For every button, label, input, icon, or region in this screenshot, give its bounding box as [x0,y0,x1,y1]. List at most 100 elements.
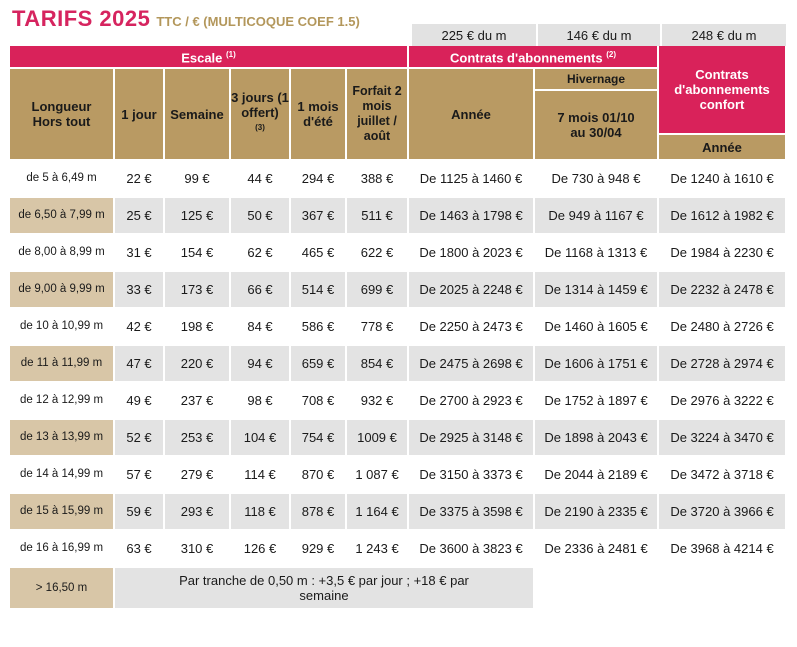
cell-length: de 10 à 10,99 m [10,308,115,346]
cell-three: 114 € [230,456,291,494]
cell-annee: De 3375 à 3598 € [408,493,535,531]
cell-forfait: 1 087 € [346,456,409,494]
cell-month: 659 € [290,345,347,383]
table-row: de 13 à 13,99 m 52 €253 €104 €754 €1009 €… [10,419,787,457]
title-sub: TTC / € (MULTICOQUE COEF 1.5) [156,14,360,29]
tarifs-table: Escale (1) Contrats d'abonnements (2) Co… [10,46,787,610]
cell-month: 754 € [290,419,347,457]
cell-three: 62 € [230,234,291,272]
cell-month: 708 € [290,382,347,420]
cell-forfait: 932 € [346,382,409,420]
cell-annee: De 2925 à 3148 € [408,419,535,457]
cell-week: 198 € [164,308,231,346]
cell-day: 33 € [114,271,165,309]
table-row: de 10 à 10,99 m 42 €198 €84 €586 €778 € De… [10,308,787,346]
cell-length: de 11 à 11,99 m [10,345,115,383]
cell-day: 25 € [114,197,165,235]
group-contrats-label: Contrats d'abonnements [449,50,603,66]
cell-hiver: De 1168 à 1313 € [534,234,659,272]
col-annee: Année [408,68,535,161]
cell-week: 99 € [164,160,231,198]
cell-length: > 16,50 m [10,567,115,610]
cell-forfait: 1 243 € [346,530,409,568]
group-escale-label: Escale [181,50,223,66]
cell-three: 50 € [230,197,291,235]
title-main: TARIFS 2025 [12,6,151,31]
table-row-over: > 16,50 m Par tranche de 0,50 m : +3,5 € … [10,567,787,610]
col-hivernage: Hivernage [534,68,659,91]
cell-annee: De 2475 à 2698 € [408,345,535,383]
col-length: Longueur Hors tout [10,68,115,161]
cell-annee: De 2700 à 2923 € [408,382,535,420]
col-three-days: 3 jours (1 offert) (3) [230,68,291,161]
contrats-note: (2) [606,50,616,60]
cell-week: 279 € [164,456,231,494]
table-row: de 6,50 à 7,99 m 25 €125 €50 €367 €511 € D… [10,197,787,235]
cell-length: de 15 à 15,99 m [10,493,115,531]
cell-three: 66 € [230,271,291,309]
cell-length: de 16 à 16,99 m [10,530,115,568]
cell-confort: De 1612 à 1982 € [658,197,787,235]
cell-hiver: De 1752 à 1897 € [534,382,659,420]
price-header-annee: 225 € du m [412,24,536,46]
cell-week: 293 € [164,493,231,531]
cell-three: 44 € [230,160,291,198]
cell-length: de 6,50 à 7,99 m [10,197,115,235]
cell-confort: De 3224 à 3470 € [658,419,787,457]
cell-length: de 8,00 à 8,99 m [10,234,115,272]
cell-length: de 9,00 à 9,99 m [10,271,115,309]
cell-week: 173 € [164,271,231,309]
cell-three: 98 € [230,382,291,420]
cell-hiver: De 1606 à 1751 € [534,345,659,383]
cell-confort: De 2232 à 2478 € [658,271,787,309]
cell-hiver: De 1314 à 1459 € [534,271,659,309]
cell-confort: De 3968 à 4214 € [658,530,787,568]
table-row: de 9,00 à 9,99 m 33 €173 €66 €514 €699 € D… [10,271,787,309]
col-hivernage-period: 7 mois 01/10 au 30/04 [534,90,659,161]
cell-day: 49 € [114,382,165,420]
cell-length: de 12 à 12,99 m [10,382,115,420]
cell-annee: De 1800 à 2023 € [408,234,535,272]
cell-three: 118 € [230,493,291,531]
cell-confort: De 2976 à 3222 € [658,382,787,420]
cell-forfait: 622 € [346,234,409,272]
cell-day: 57 € [114,456,165,494]
cell-confort: De 3472 à 3718 € [658,456,787,494]
table-row: de 8,00 à 8,99 m 31 €154 €62 €465 €622 € D… [10,234,787,272]
cell-month: 878 € [290,493,347,531]
cell-day: 59 € [114,493,165,531]
table-row: de 11 à 11,99 m 47 €220 €94 €659 €854 € De… [10,345,787,383]
cell-forfait: 511 € [346,197,409,235]
cell-day: 22 € [114,160,165,198]
cell-week: 310 € [164,530,231,568]
cell-confort: De 2728 à 2974 € [658,345,787,383]
three-days-note: (3) [255,122,265,132]
cell-month: 870 € [290,456,347,494]
col-forfait: Forfait 2 mois juillet / août [346,68,409,161]
table-row: de 15 à 15,99 m 59 €293 €118 €878 €1 164 … [10,493,787,531]
cell-week: 154 € [164,234,231,272]
price-header-confort: 248 € du m [662,24,786,46]
cell-day: 42 € [114,308,165,346]
cell-week: 237 € [164,382,231,420]
cell-month: 367 € [290,197,347,235]
cell-three: 84 € [230,308,291,346]
cell-month: 294 € [290,160,347,198]
cell-three: 94 € [230,345,291,383]
cell-hiver: De 1898 à 2043 € [534,419,659,457]
col-confort-annee: Année [658,134,787,161]
cell-month: 586 € [290,308,347,346]
cell-annee: De 3150 à 3373 € [408,456,535,494]
cell-confort: De 2480 à 2726 € [658,308,787,346]
cell-forfait: 1 164 € [346,493,409,531]
cell-length: de 13 à 13,99 m [10,419,115,457]
col-week: Semaine [164,68,231,161]
cell-hiver: De 730 à 948 € [534,160,659,198]
cell-forfait: 388 € [346,160,409,198]
cell-month: 514 € [290,271,347,309]
cell-month: 465 € [290,234,347,272]
cell-hiver: De 2044 à 2189 € [534,456,659,494]
cell-confort: De 1984 à 2230 € [658,234,787,272]
cell-hiver: De 1460 à 1605 € [534,308,659,346]
